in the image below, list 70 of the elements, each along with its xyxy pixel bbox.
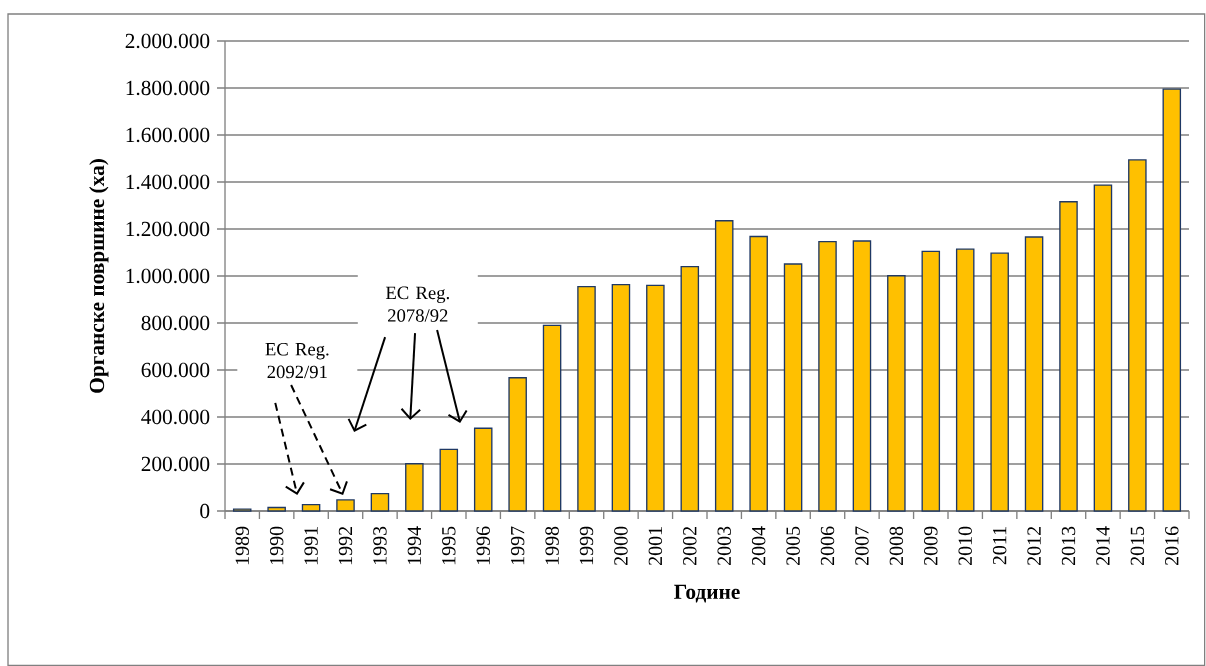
x-tick-label: 2016: [1165, 526, 1179, 566]
x-tick-label: 1999: [579, 526, 594, 565]
x-tick-label: 1991: [304, 527, 318, 565]
x-tick-label: 1992: [338, 527, 353, 565]
x-tick-label: 2010: [958, 526, 972, 566]
bar: [370, 492, 390, 512]
x-tick-label: 2009: [924, 526, 938, 566]
y-tick-label: 0: [200, 503, 210, 519]
x-tick-label: 1994: [407, 526, 422, 565]
bar: [680, 265, 700, 512]
x-tick-label: 1993: [373, 526, 387, 565]
x-tick-label: 2008: [889, 526, 904, 566]
x-tick-label: 2004: [751, 526, 766, 566]
bar: [1024, 236, 1044, 512]
bar: [301, 503, 321, 512]
x-tick-label: 2007: [855, 526, 869, 566]
x-tick-label: 2005: [786, 526, 800, 566]
bar: [542, 324, 562, 512]
x-tick-label: 1996: [476, 526, 490, 565]
x-tick-label: 2006: [820, 526, 835, 566]
bar: [990, 252, 1009, 512]
bar: [714, 220, 734, 512]
bar: [1162, 88, 1182, 512]
x-tick-label: 2003: [717, 526, 731, 566]
annotation: EC Reg. 2092/91: [265, 342, 329, 379]
x-tick-label: 2000: [614, 526, 628, 566]
y-tick-label: 800.000: [141, 315, 210, 331]
x-tick-label: 2012: [1027, 527, 1041, 566]
y-tick-label: 400.000: [141, 409, 210, 425]
bar: [852, 240, 872, 512]
x-axis-title: Године: [674, 584, 740, 603]
bar: [1059, 201, 1078, 512]
bar: [1128, 159, 1147, 512]
y-tick-label: 2.000.000: [125, 33, 210, 49]
bar: [1093, 184, 1113, 512]
y-tick-label: 200.000: [141, 456, 210, 472]
y-tick-label: 1.000.000: [126, 268, 210, 284]
x-tick-label: 1997: [510, 526, 525, 565]
x-tick-label: 1995: [442, 526, 456, 565]
bar: [267, 506, 286, 512]
x-tick-label: 2002: [683, 527, 697, 566]
bar: [955, 248, 975, 512]
y-tick-label: 600.000: [141, 362, 210, 378]
y-tick-label: 1.800.000: [126, 80, 210, 96]
x-tick-label: 1998: [545, 526, 559, 565]
x-tick-label: 1990: [269, 526, 284, 565]
bar: [783, 263, 803, 512]
bar: [749, 235, 768, 512]
bar: [611, 284, 631, 512]
bar: [439, 448, 459, 512]
bar: [577, 285, 596, 512]
y-tick-label: 1.200.000: [126, 221, 210, 237]
bar: [921, 250, 941, 512]
annotation: EC Reg. 2078/92: [385, 286, 449, 322]
x-tick-label: 2015: [1130, 526, 1145, 566]
bar: [336, 499, 355, 512]
x-tick-label: 2011: [992, 527, 1007, 565]
bar: [405, 463, 424, 512]
x-tick-label: 2014: [1096, 526, 1110, 566]
x-tick-label: 2001: [648, 527, 663, 566]
bar: [473, 427, 493, 512]
y-axis-title: Органске површине (ха): [89, 159, 109, 393]
x-tick-label: 2013: [1061, 526, 1076, 566]
x-tick-label: 1989: [235, 526, 249, 565]
bar: [508, 377, 527, 512]
bar: [818, 241, 837, 512]
y-tick-label: 1.400.000: [126, 174, 210, 190]
y-tick-label: 1.600.000: [126, 127, 210, 143]
bar: [887, 275, 906, 512]
bar: [646, 284, 665, 512]
